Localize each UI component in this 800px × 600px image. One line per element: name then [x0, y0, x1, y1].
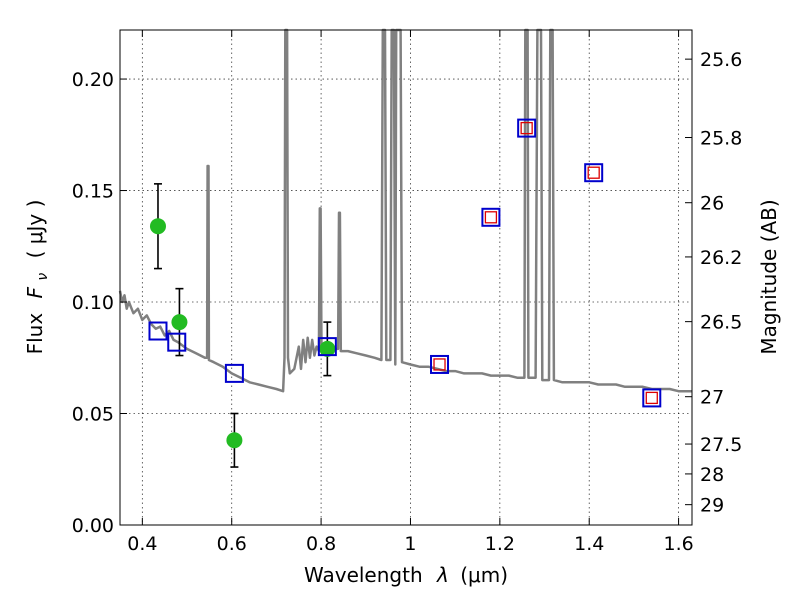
observed-point — [149, 218, 166, 235]
right-tick-label: 29 — [700, 495, 724, 517]
right-tick-label: 27 — [700, 387, 724, 409]
x-tick-label: 1.4 — [574, 533, 604, 555]
right-tick-label: 28 — [700, 464, 724, 486]
model-points-layer — [148, 118, 662, 408]
model-point-inner — [484, 211, 498, 224]
x-tick-label: 1.2 — [485, 533, 515, 555]
right-tick-label: 26 — [700, 193, 724, 215]
y-tick-label: 0.10 — [72, 292, 114, 314]
x-tick-label: 0.6 — [217, 533, 247, 555]
x-tick-label: 0.4 — [127, 533, 157, 555]
model-point — [584, 163, 604, 183]
y-axis-title-symbol: F — [23, 286, 47, 298]
x-tick-label: 1.6 — [663, 533, 693, 555]
axes: 0.4 0.6 0.8 1 1.2 1.4 1.6 0.00 0.05 0.10 0.15 0.20 2… — [72, 29, 742, 555]
right-tick-label: 26.2 — [700, 247, 742, 269]
right-tick-label: 27.5 — [700, 434, 742, 456]
model-point-inner — [520, 121, 533, 135]
observed-point — [226, 432, 243, 449]
model-point-inner — [433, 358, 446, 371]
model-point — [224, 363, 244, 383]
model-point-inner — [645, 391, 658, 405]
x-tick-label: 1 — [404, 533, 416, 555]
model-point — [317, 337, 337, 357]
y-tick-label: 0.20 — [72, 69, 114, 91]
y-axis-title-prefix: Flux — [23, 313, 47, 355]
y-tick-label: 0.05 — [72, 404, 114, 426]
y-tick-label: 0.00 — [72, 515, 114, 537]
right-tick-label: 25.8 — [700, 128, 742, 150]
right-axis-title: Magnitude (AB) — [757, 199, 781, 354]
right-tick-label: 25.6 — [700, 49, 742, 71]
x-axis-title: Wavelength λ (μm) — [304, 563, 508, 587]
y-axis-title: Flux F ν ( μJy ) — [23, 200, 52, 355]
y-tick-label: 0.15 — [72, 181, 114, 203]
x-axis-title-unit: (μm) — [460, 563, 508, 587]
plot-frame — [119, 29, 693, 526]
model-point-inner — [587, 166, 600, 179]
model-point — [430, 354, 450, 374]
y-axis-title-subscript: ν — [35, 273, 51, 281]
observed-point — [319, 340, 336, 357]
model-point — [642, 388, 662, 408]
x-tick-label: 0.8 — [306, 533, 336, 555]
model-point — [148, 321, 168, 341]
model-point — [481, 207, 501, 227]
model-point — [517, 118, 537, 138]
observed-point — [171, 314, 188, 331]
model-spectrum-layer — [118, 28, 692, 393]
x-axis-title-symbol: λ — [436, 563, 449, 587]
x-axis-title-prefix: Wavelength — [304, 563, 423, 587]
right-tick-label: 26.5 — [700, 312, 742, 334]
spectrum-line — [118, 28, 692, 393]
observed-points-layer — [149, 218, 336, 449]
y-axis-title-unit: ( μJy ) — [23, 200, 47, 259]
model-point — [167, 332, 187, 352]
